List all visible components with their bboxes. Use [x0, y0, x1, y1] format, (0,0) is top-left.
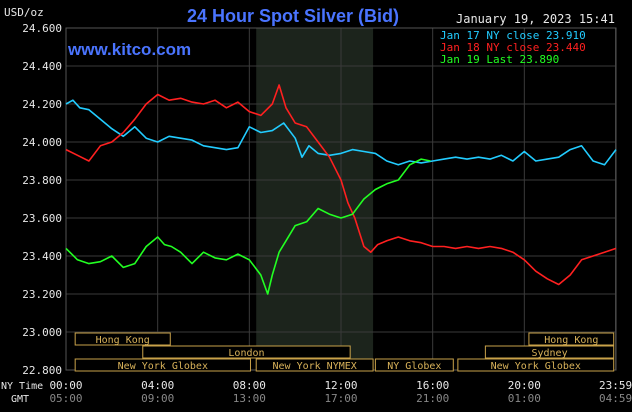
y-tick-label: 23.400	[22, 250, 62, 263]
session-label: New York Globex	[491, 361, 581, 372]
shaded-session-region	[256, 28, 374, 370]
session-bar	[142, 345, 351, 359]
session-label: New York NYMEX	[272, 361, 356, 372]
timestamp: January 19, 2023 15:41	[456, 12, 615, 26]
row-label-ny-time: NY Time	[1, 381, 43, 392]
x-tick-label-gmt: 13:00	[233, 392, 266, 405]
y-tick-label: 23.200	[22, 288, 62, 301]
x-tick-label-ny: 04:00	[141, 379, 174, 392]
session-label: Sydney	[531, 348, 567, 359]
site-watermark: www.kitco.com	[67, 40, 191, 59]
session-bar	[374, 358, 454, 372]
series-line-jan19	[65, 158, 431, 295]
y-tick-label: 24.200	[22, 98, 62, 111]
x-tick-label-ny: 23:59	[599, 379, 632, 392]
session-label: Hong Kong	[544, 335, 598, 346]
session-bar	[457, 358, 615, 372]
legend-item-jan19: Jan 19 Last 23.890	[440, 53, 559, 66]
x-tick-label-gmt: 05:00	[49, 392, 82, 405]
x-tick-label-ny: 00:00	[49, 379, 82, 392]
y-tick-label: 24.400	[22, 60, 62, 73]
x-tick-label-ny: 08:00	[233, 379, 266, 392]
legend-item-jan17: Jan 17 NY close 23.910	[440, 29, 586, 42]
x-tick-label-gmt: 21:00	[416, 392, 449, 405]
legend: Jan 17 NY close 23.910 Jan 18 NY close 2…	[440, 29, 586, 66]
y-tick-label: 23.600	[22, 212, 62, 225]
session-bar	[528, 332, 615, 346]
y-tick-label: 23.000	[22, 326, 62, 339]
y-tick-label: 24.600	[22, 22, 62, 35]
x-tick-label-gmt: 01:00	[508, 392, 541, 405]
unit-label: USD/oz	[4, 6, 44, 19]
x-tick-label-gmt: 09:00	[141, 392, 174, 405]
session-bar	[484, 345, 615, 359]
x-tick-label-gmt: 04:59	[599, 392, 632, 405]
legend-item-jan18: Jan 18 NY close 23.440	[440, 41, 586, 54]
x-tick-label-ny: 16:00	[416, 379, 449, 392]
series-line-jan18	[65, 84, 617, 286]
row-label-gmt: GMT	[11, 394, 29, 405]
y-tick-label: 24.000	[22, 136, 62, 149]
session-bar	[255, 358, 374, 372]
session-bar	[74, 358, 251, 372]
session-label: London	[228, 348, 264, 359]
session-label: Hong Kong	[96, 335, 150, 346]
y-tick-label: 22.800	[22, 364, 62, 377]
y-tick-label: 23.800	[22, 174, 62, 187]
x-tick-label-ny: 12:00	[324, 379, 357, 392]
session-label: New York Globex	[118, 361, 208, 372]
chart-title: 24 Hour Spot Silver (Bid)	[187, 6, 399, 26]
session-bar	[74, 332, 171, 346]
series-line-jan17	[65, 99, 617, 166]
x-tick-label-ny: 20:00	[508, 379, 541, 392]
x-tick-label-gmt: 17:00	[324, 392, 357, 405]
session-label: NY Globex	[387, 361, 441, 372]
